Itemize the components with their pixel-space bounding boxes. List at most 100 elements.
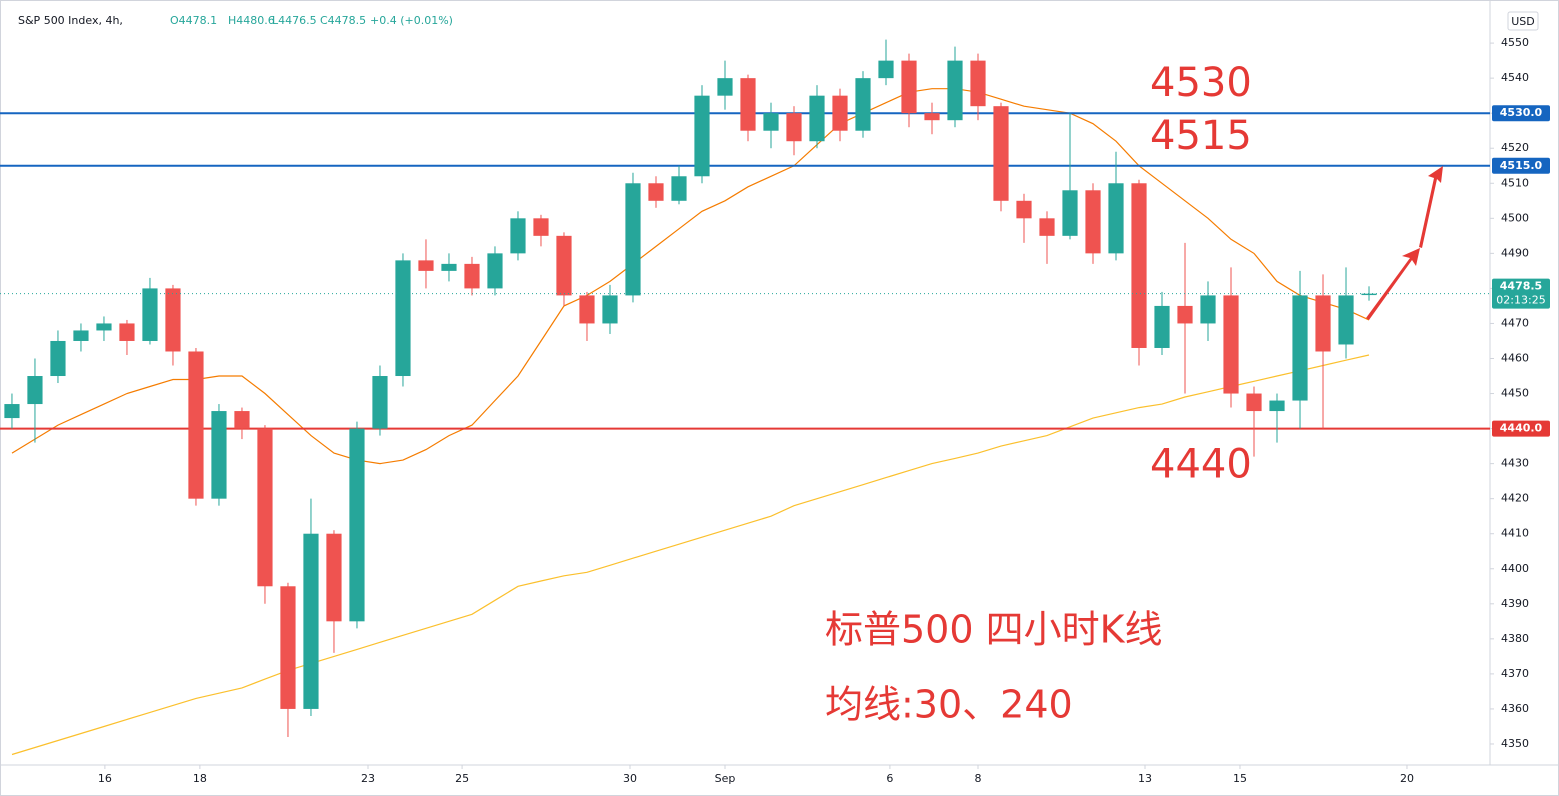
legend-open: O4478.1 bbox=[170, 14, 217, 27]
candle-body bbox=[878, 60, 894, 79]
candle-body bbox=[1315, 295, 1331, 352]
price-countdown: 02:13:25 bbox=[1496, 294, 1545, 307]
candle-body bbox=[855, 78, 871, 131]
x-tick-label: 20 bbox=[1400, 772, 1414, 785]
candle-body bbox=[234, 411, 250, 429]
legend-low: L4476.5 bbox=[272, 14, 317, 27]
x-tick-label: 23 bbox=[361, 772, 375, 785]
y-tick-label: 4410 bbox=[1501, 527, 1529, 540]
candle-body bbox=[50, 340, 66, 377]
candle-body bbox=[280, 586, 296, 709]
candle-body bbox=[1039, 218, 1055, 236]
arrow bbox=[1419, 166, 1443, 248]
moving-average bbox=[11, 88, 1370, 465]
candle-body bbox=[579, 295, 595, 324]
level-tag bbox=[1492, 105, 1550, 122]
candle-body bbox=[441, 263, 457, 271]
candle-body bbox=[487, 253, 503, 289]
x-tick-label: 13 bbox=[1138, 772, 1152, 785]
candle-body bbox=[717, 78, 733, 96]
candle-body bbox=[924, 113, 940, 121]
candle-body bbox=[1269, 400, 1285, 412]
level-tag bbox=[1492, 157, 1550, 174]
candle-body bbox=[1062, 190, 1078, 236]
y-tick-label: 4350 bbox=[1501, 737, 1529, 750]
candle-body bbox=[1154, 305, 1170, 348]
candle-body bbox=[625, 183, 641, 296]
plot bbox=[0, 39, 1490, 756]
candle-body bbox=[1338, 295, 1354, 345]
price-tag bbox=[1492, 278, 1550, 309]
candle-body bbox=[1292, 295, 1308, 401]
x-tick-label: 8 bbox=[974, 772, 981, 785]
note: 均线:30、240 bbox=[825, 683, 1073, 727]
x-tick-label: 25 bbox=[455, 772, 469, 785]
candle-body bbox=[395, 260, 411, 377]
candle-body bbox=[786, 113, 802, 142]
currency: USD bbox=[1511, 15, 1535, 28]
candle-body bbox=[27, 376, 43, 405]
x-tick-label: 18 bbox=[193, 772, 207, 785]
candle-body bbox=[1177, 305, 1193, 324]
arrow bbox=[1366, 248, 1420, 320]
candle-body bbox=[694, 95, 710, 177]
candle-body bbox=[510, 218, 526, 254]
candle-body bbox=[832, 95, 848, 131]
legend-high: H4480.6 bbox=[228, 14, 275, 27]
y-tick-label: 4470 bbox=[1501, 316, 1529, 329]
y-tick-label: 4540 bbox=[1501, 71, 1529, 84]
candle-body bbox=[602, 295, 618, 324]
y-tick-label: 4490 bbox=[1501, 246, 1529, 259]
candle-body bbox=[96, 323, 112, 331]
y-tick-label: 4510 bbox=[1501, 176, 1529, 189]
candle-body bbox=[303, 533, 319, 709]
candle-body bbox=[1108, 183, 1124, 254]
currency-box bbox=[1507, 11, 1539, 31]
y-tick-label: 4430 bbox=[1501, 457, 1529, 470]
candle-body bbox=[648, 183, 664, 201]
candle-body bbox=[326, 533, 342, 622]
candle-body bbox=[349, 428, 365, 622]
candle-body bbox=[1223, 295, 1239, 394]
x-tick-label: 15 bbox=[1233, 772, 1247, 785]
candle-body bbox=[372, 376, 388, 429]
candle-body bbox=[142, 288, 158, 341]
x-tick-label: 30 bbox=[623, 772, 637, 785]
y-tick-label: 4420 bbox=[1501, 492, 1529, 505]
candle-body bbox=[418, 260, 434, 271]
y-tick-label: 4390 bbox=[1501, 597, 1529, 610]
y-tick-label: 4360 bbox=[1501, 702, 1529, 715]
candle-body bbox=[1361, 293, 1377, 296]
candle-body bbox=[1016, 200, 1032, 219]
candle-body bbox=[740, 78, 756, 131]
y-tick-label: 4450 bbox=[1501, 387, 1529, 400]
chart-title: S&P 500 Index, 4h, bbox=[18, 14, 123, 27]
level-tag-label: 4515.0 bbox=[1500, 159, 1543, 172]
level-annotation: 4530 bbox=[1150, 60, 1252, 106]
legend-change: +0.4 (+0.01%) bbox=[370, 14, 453, 27]
legend-close: C4478.5 bbox=[320, 14, 366, 27]
level-annotation: 4440 bbox=[1150, 442, 1252, 488]
candle-body bbox=[73, 330, 89, 341]
candle-body bbox=[1200, 295, 1216, 324]
level-tag-label: 4530.0 bbox=[1500, 106, 1543, 119]
candle-body bbox=[556, 235, 572, 296]
candle-body bbox=[1246, 393, 1262, 412]
x-tick-label: 16 bbox=[98, 772, 112, 785]
price-tag-label: 4478.5 bbox=[1500, 280, 1542, 293]
y-tick-label: 4500 bbox=[1501, 211, 1529, 224]
y-tick-label: 4520 bbox=[1501, 141, 1529, 154]
candle-body bbox=[947, 60, 963, 121]
candle-body bbox=[257, 428, 273, 587]
candle-body bbox=[809, 95, 825, 142]
x-tick-label: Sep bbox=[715, 772, 736, 785]
y-tick-label: 4460 bbox=[1501, 351, 1529, 364]
candle-body bbox=[119, 323, 135, 341]
candle-body bbox=[4, 404, 20, 419]
level-annotation: 4515 bbox=[1150, 113, 1252, 159]
candle-body bbox=[970, 60, 986, 107]
candle-body bbox=[165, 288, 181, 352]
candle-body bbox=[1085, 190, 1101, 254]
